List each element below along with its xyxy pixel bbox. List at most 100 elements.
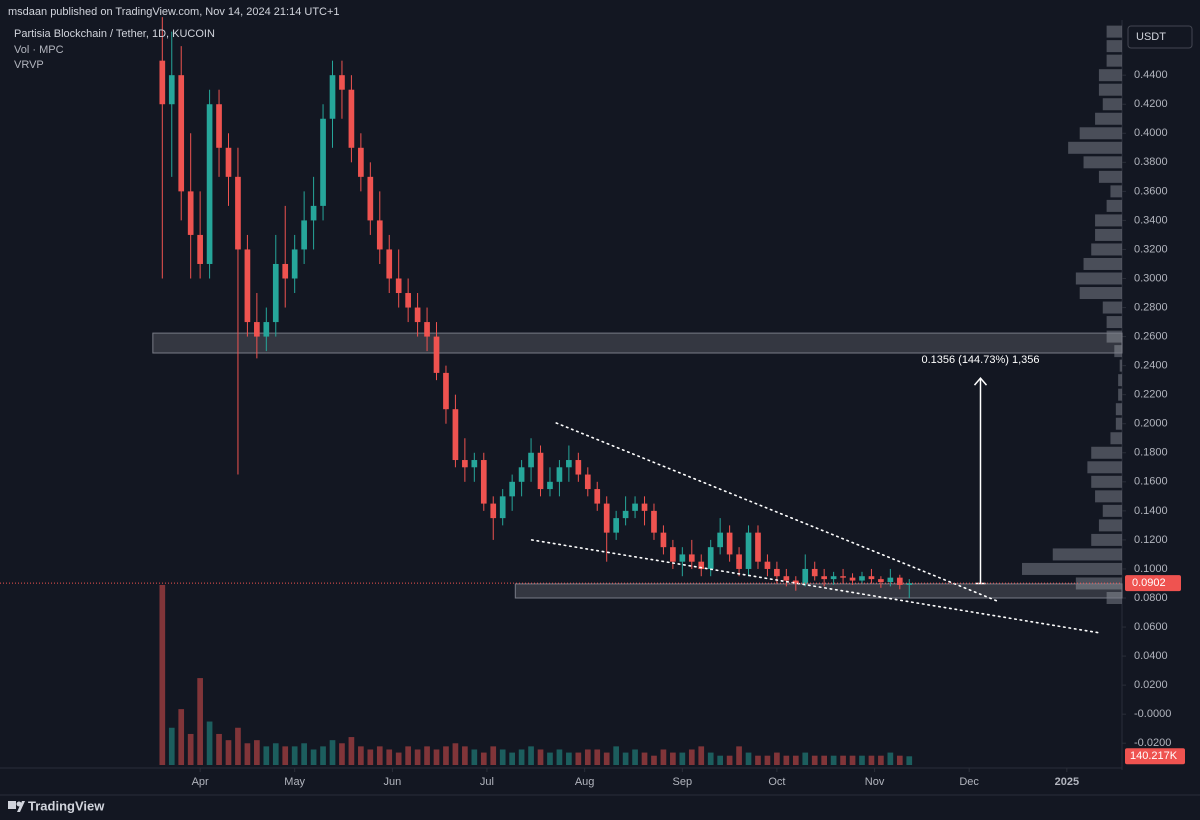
candle-body: [197, 234, 203, 264]
vrvp-bar: [1098, 519, 1122, 532]
volume-bar: [528, 746, 534, 765]
volume-bar: [603, 752, 610, 765]
vrvp-bar: [1118, 374, 1122, 387]
y-tick-label: 0.2200: [1134, 389, 1168, 401]
y-tick-label: 0.2600: [1134, 330, 1168, 342]
y-tick-label: 0.2800: [1134, 301, 1168, 313]
volume-bar: [499, 749, 506, 765]
vrvp-bar: [1119, 359, 1122, 372]
candle-body: [263, 322, 270, 337]
candle-body: [688, 554, 695, 562]
y-tick-label: 0.3000: [1134, 272, 1168, 284]
vrvp-bar: [1083, 156, 1122, 169]
candle-body: [480, 460, 487, 504]
candle-body: [698, 561, 705, 569]
candle-body: [566, 460, 572, 468]
vrvp-bar: [1115, 403, 1122, 416]
volume-bar: [887, 752, 894, 765]
vrvp-bar: [1052, 548, 1122, 561]
y-tick-label: 0.3800: [1134, 156, 1168, 168]
candle-body: [840, 576, 846, 578]
candle-body: [225, 147, 232, 177]
volume-bar: [632, 749, 638, 765]
candle-body: [537, 452, 544, 490]
unit-label: USDT: [1136, 31, 1166, 43]
candle-body: [254, 322, 260, 337]
vrvp-bar: [1083, 257, 1122, 270]
vrvp-bar: [1091, 243, 1122, 256]
last-volume-box: [1125, 748, 1185, 765]
volume-bar: [235, 727, 241, 765]
vrvp-bar: [1102, 301, 1122, 314]
last-price-box: [1125, 575, 1181, 592]
trendline: [555, 422, 1001, 603]
measure-label: 0.1356 (144.73%) 1,356: [921, 354, 1039, 366]
volume-bar: [263, 746, 270, 765]
tv-logo: [8, 801, 25, 812]
candle-body: [660, 532, 667, 548]
measure-arrow: [973, 376, 988, 386]
vrvp-bar: [1102, 504, 1122, 517]
volume-bar: [433, 749, 440, 765]
legend-title: Partisia Blockchain / Tether, 1D, KUCOIN: [14, 28, 215, 40]
last-volume-label: 140.217K: [1130, 750, 1178, 762]
volume-bar: [197, 678, 203, 765]
candle-body: [301, 220, 307, 250]
x-tick-label: May: [284, 776, 305, 788]
candle-body: [887, 577, 894, 583]
vrvp-bar: [1115, 417, 1122, 430]
volume-bar: [254, 740, 260, 765]
vrvp-bar: [1106, 25, 1122, 38]
volume-bar: [679, 752, 686, 765]
y-tick-label: 0.1600: [1134, 476, 1168, 488]
volume-bar: [726, 755, 733, 765]
volume-bar: [670, 752, 676, 765]
candle-body: [348, 89, 355, 148]
x-tick-label: 2025: [1055, 776, 1079, 788]
candle-body: [906, 583, 913, 585]
vrvp-bar: [1098, 69, 1122, 82]
volume-bar: [575, 752, 582, 765]
vrvp-bar: [1106, 54, 1122, 67]
candle-body: [783, 576, 790, 581]
candle-body: [830, 576, 837, 580]
y-tick-label: -0.0200: [1134, 737, 1171, 749]
volume-bar: [178, 709, 185, 765]
volume-bar: [462, 746, 468, 765]
candle-body: [632, 503, 638, 511]
volume-bar: [320, 746, 326, 765]
candle-body: [499, 496, 506, 519]
candle-body: [736, 554, 742, 569]
volume-bar: [688, 749, 695, 765]
volume-bar: [159, 584, 166, 765]
x-tick-label: Dec: [959, 776, 979, 788]
candle-body: [424, 322, 430, 337]
candle-body: [811, 568, 818, 577]
candle-body: [339, 75, 345, 90]
volume-bar: [480, 752, 487, 765]
x-tick-label: Jul: [480, 776, 494, 788]
candle-body: [490, 503, 497, 519]
candle-body: [443, 372, 449, 410]
y-tick-label: 0.4000: [1134, 127, 1168, 139]
volume-bar: [641, 752, 648, 765]
y-tick-label: 0.4400: [1134, 69, 1168, 81]
volume-bar: [811, 755, 818, 765]
candle-body: [726, 532, 733, 555]
volume-bar: [244, 743, 251, 765]
volume-bar: [386, 749, 393, 765]
volume-bar: [774, 752, 780, 765]
footer-brand: TradingView: [28, 798, 105, 813]
volume-bar: [405, 746, 411, 765]
candle-body: [575, 460, 582, 475]
candle-body: [518, 467, 525, 482]
trendline: [530, 539, 1101, 634]
publisher: msdaan published on TradingView.com, Nov…: [8, 6, 340, 18]
volume-bar: [566, 752, 572, 765]
volume-bar: [755, 755, 761, 765]
candle-body: [745, 532, 752, 569]
y-tick-label: 0.0400: [1134, 650, 1168, 662]
candle-body: [868, 576, 875, 580]
vrvp-bar: [1095, 228, 1122, 241]
volume-bar: [802, 752, 809, 765]
